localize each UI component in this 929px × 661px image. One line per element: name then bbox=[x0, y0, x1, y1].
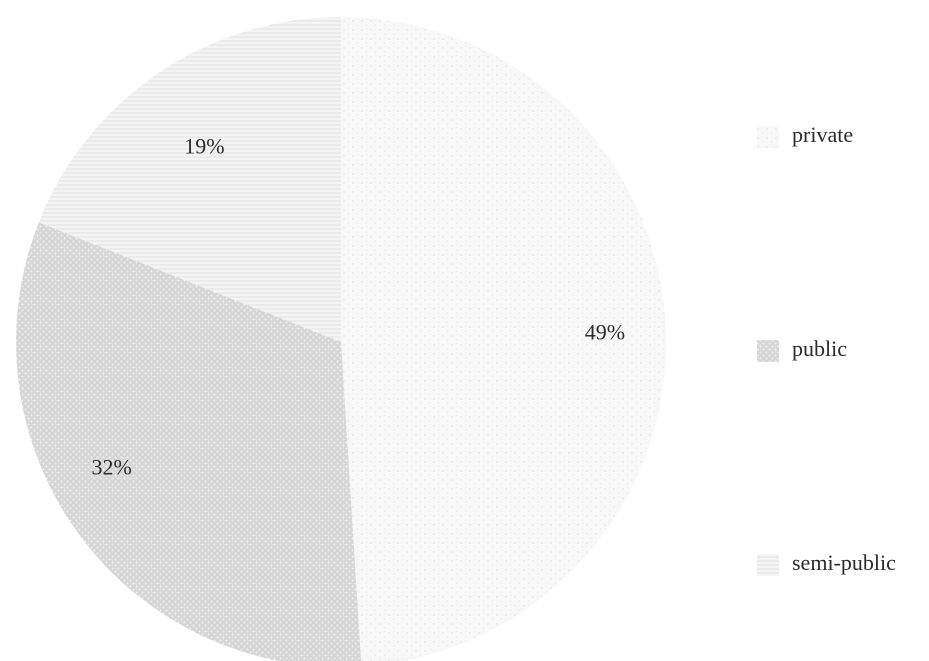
pie-slices bbox=[16, 17, 666, 661]
pie-slice-public bbox=[16, 222, 362, 661]
legend-swatch-semi-public bbox=[757, 554, 779, 576]
legend-label-private: private bbox=[792, 122, 853, 147]
slice-label-private: 49% bbox=[585, 320, 625, 345]
legend-label-semi-public: semi-public bbox=[792, 550, 896, 575]
pie-slice-private bbox=[341, 17, 666, 661]
legend-swatch-public bbox=[757, 340, 779, 362]
pie-slice-semi-public bbox=[38, 17, 342, 342]
legend-swatch-private bbox=[757, 126, 779, 148]
legend-label-public: public bbox=[792, 336, 847, 361]
pie-slice-labels: 49% 32% 19% bbox=[92, 134, 626, 480]
legend: private public semi-public bbox=[757, 122, 896, 576]
slice-label-public: 32% bbox=[92, 455, 132, 480]
slice-label-semi-public: 19% bbox=[184, 134, 224, 159]
